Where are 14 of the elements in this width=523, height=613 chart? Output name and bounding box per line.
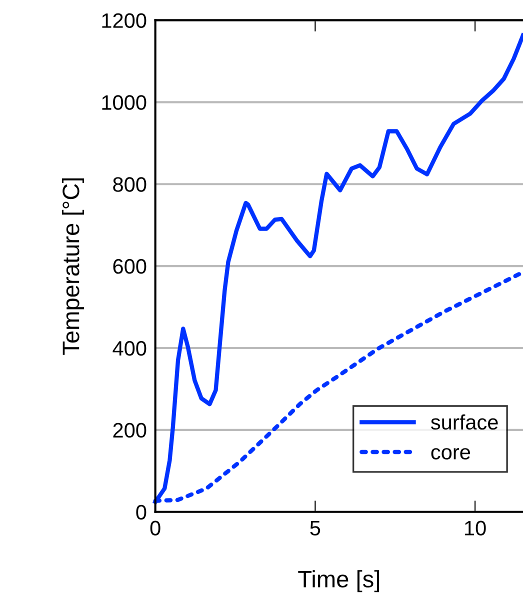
y-tick-label: 0 [136, 504, 146, 520]
y-tick-label: 600 [113, 259, 146, 274]
y-tick-label: 1000 [102, 95, 146, 110]
y-axis-title: Temperature [°C] [62, 178, 84, 355]
legend-label: surface [431, 414, 498, 430]
y-tick-label: 200 [113, 422, 146, 438]
x-axis-title: Time [s] [298, 570, 380, 592]
x-tick-label: 0 [150, 520, 160, 536]
x-tick-label: 5 [310, 520, 320, 536]
y-tick-label: 800 [113, 177, 146, 192]
y-tick-label: 400 [112, 340, 146, 356]
legend-label: core [431, 448, 470, 460]
x-tick-label: 10 [465, 520, 486, 536]
y-tick-label: 1200 [102, 13, 146, 28]
